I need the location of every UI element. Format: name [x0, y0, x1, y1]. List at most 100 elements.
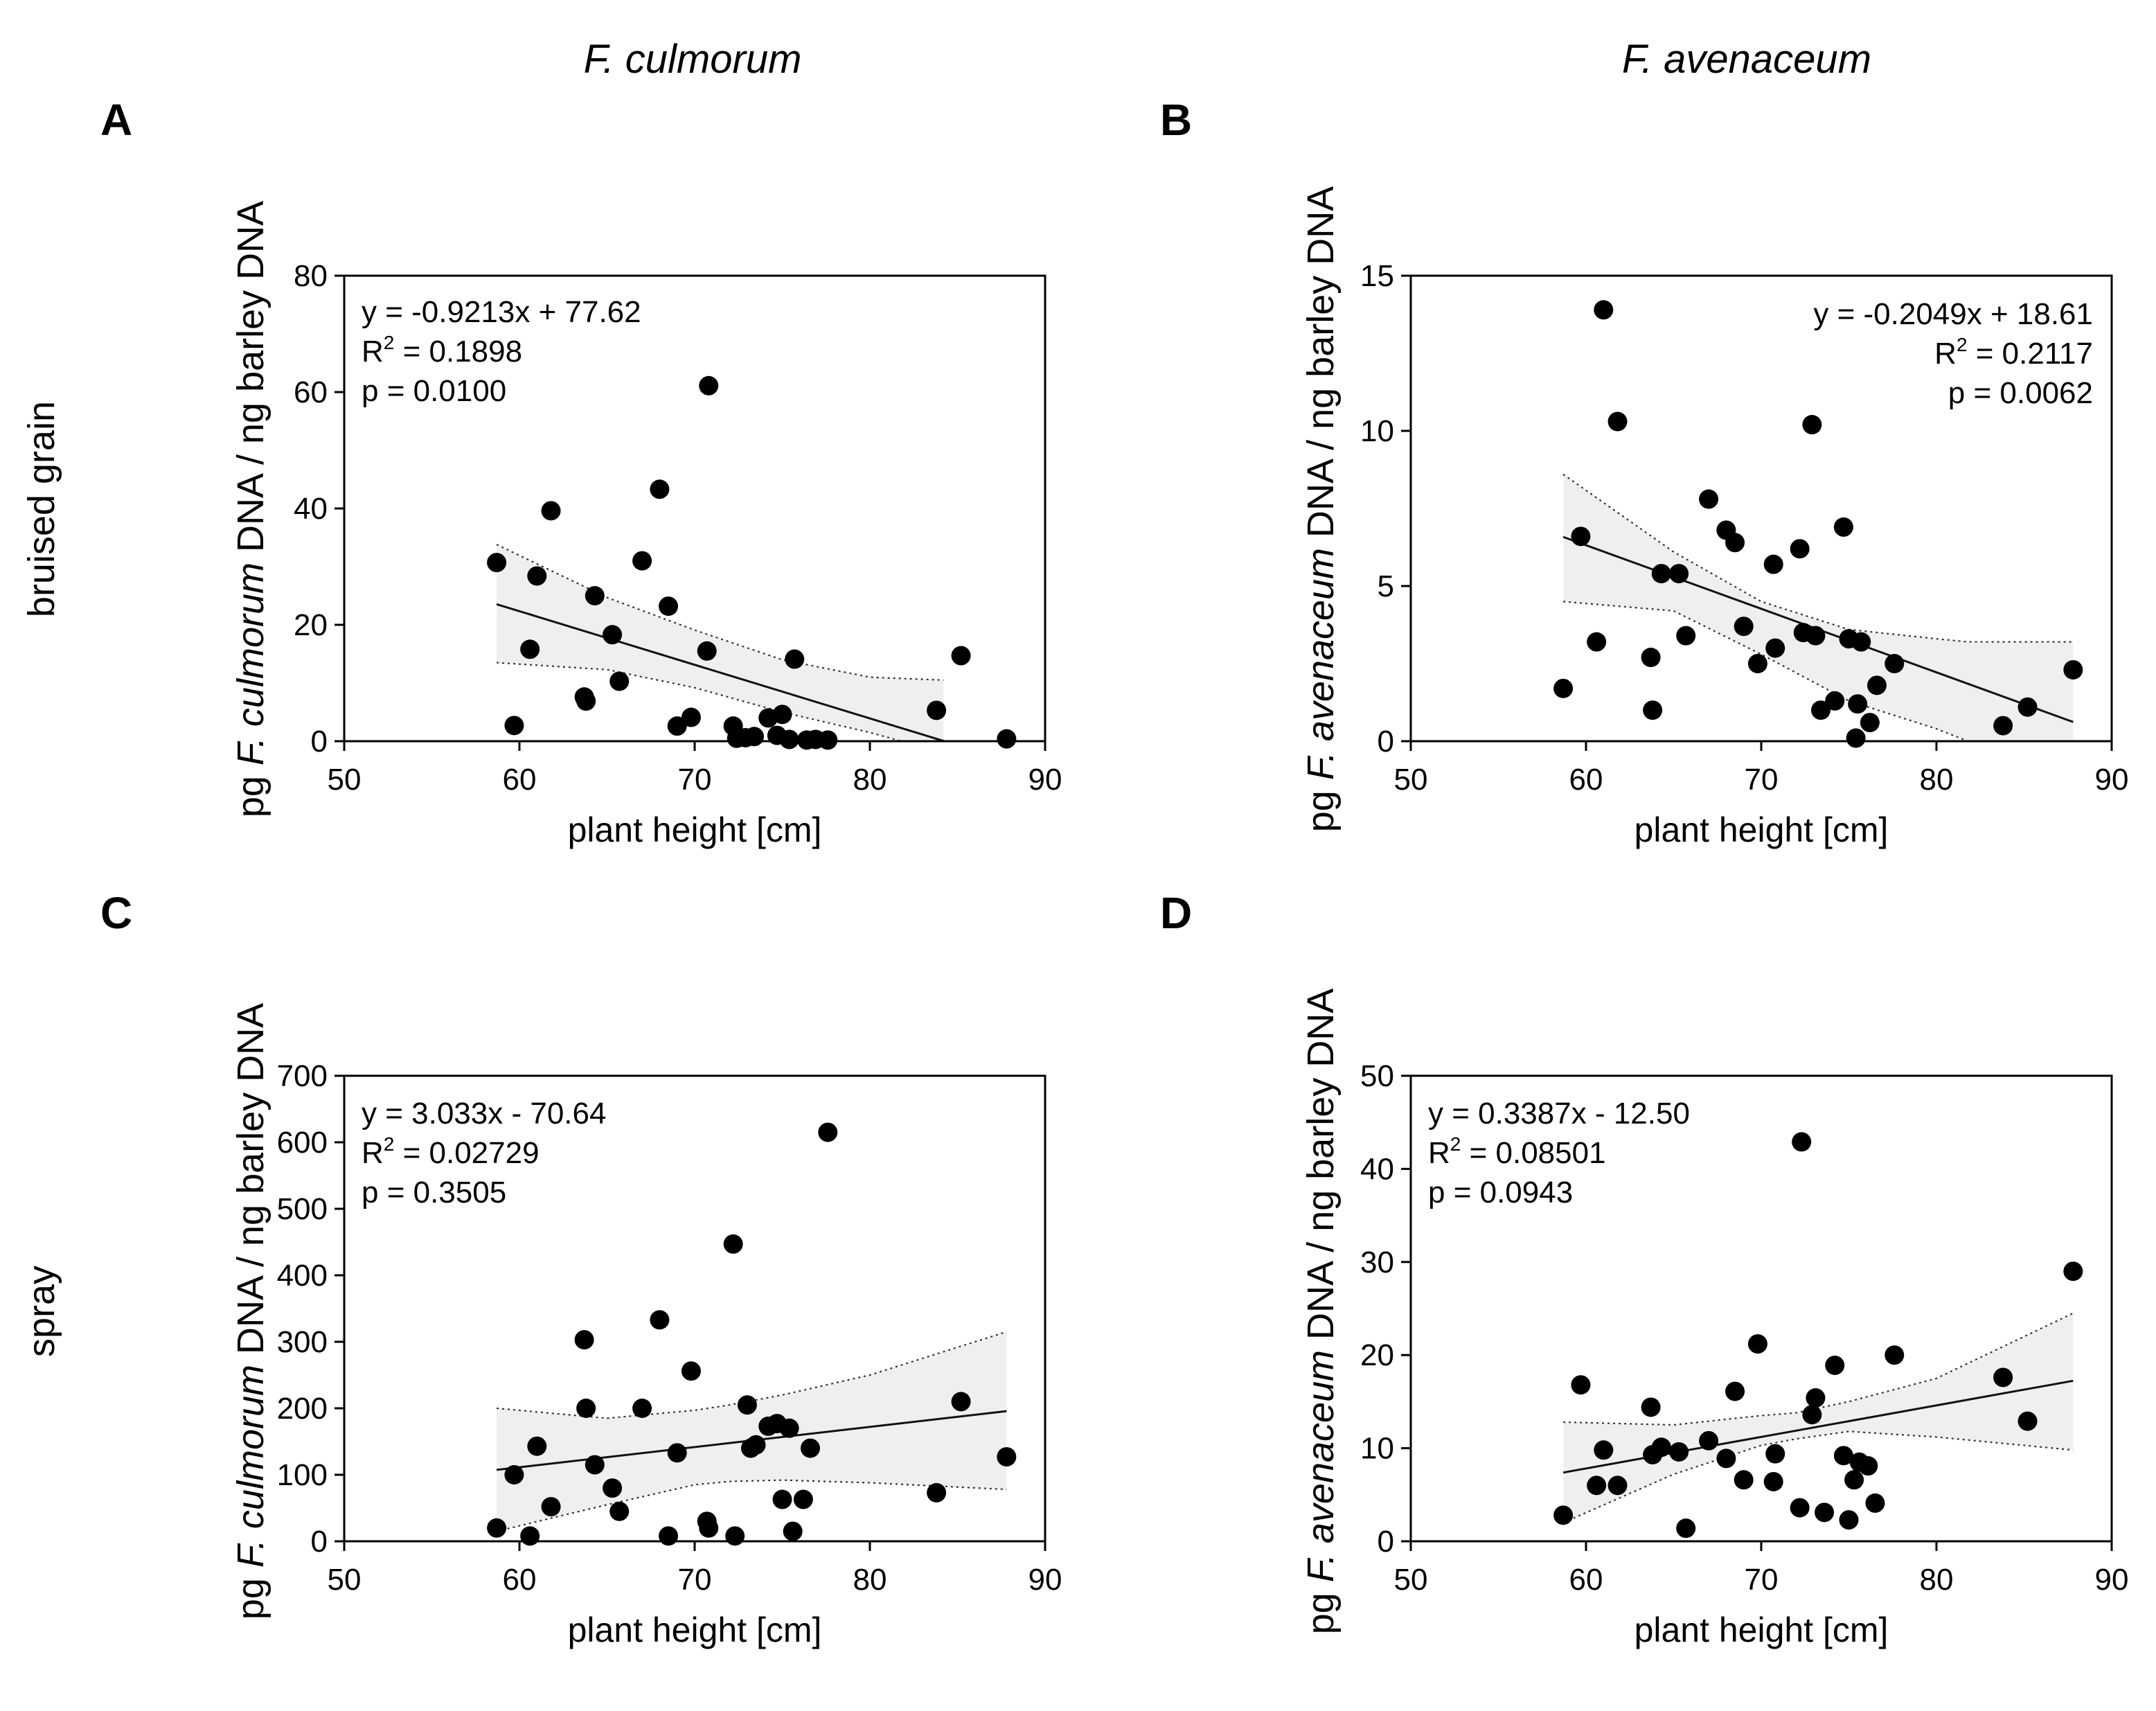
regression-equation: y = -0.2049x + 18.61 — [1813, 297, 2093, 331]
y-tick-label: 10 — [1360, 414, 1394, 448]
x-tick-label: 50 — [328, 1563, 362, 1597]
data-point — [699, 1518, 719, 1538]
y-tick-label: 0 — [1378, 1525, 1394, 1559]
data-point — [1725, 533, 1745, 553]
x-tick-label: 50 — [1394, 763, 1428, 797]
x-tick-label: 60 — [503, 1563, 537, 1597]
panel-letter: B — [1160, 95, 1192, 145]
data-point — [576, 1399, 596, 1418]
p-value: p = 0.0100 — [362, 374, 506, 408]
y-tick-label: 700 — [277, 1059, 328, 1093]
data-point — [650, 1310, 670, 1330]
x-tick-label: 60 — [1569, 1563, 1603, 1597]
data-point — [1763, 1471, 1783, 1491]
data-point — [1699, 1430, 1719, 1451]
ci-upper-line — [496, 544, 944, 681]
r-squared-label: R — [362, 335, 384, 369]
data-point — [1765, 638, 1785, 658]
data-point — [2017, 1411, 2038, 1431]
panel-a: A 0 20 40 60 80 50 60 70 80 90 plant height [cm] pg … — [100, 95, 1062, 849]
data-point — [1594, 1440, 1614, 1460]
data-point — [1571, 1375, 1591, 1395]
panel-letter: D — [1160, 888, 1192, 938]
x-tick-label: 60 — [1569, 763, 1603, 797]
data-point — [800, 1438, 820, 1458]
r-squared-value: = 0.2117 — [1968, 337, 2093, 371]
data-point — [746, 1435, 766, 1455]
data-point — [1860, 713, 1880, 733]
y-axis-label: pg F. avenaceum DNA / ng barley DNA — [1300, 989, 1342, 1635]
confidence-band — [1563, 474, 2074, 741]
regression-equation: y = 3.033x - 70.64 — [362, 1097, 606, 1131]
data-point — [818, 1122, 838, 1142]
data-point — [785, 649, 805, 669]
p-value: p = 0.0943 — [1428, 1176, 1573, 1209]
data-point — [609, 671, 630, 691]
data-point — [1587, 1475, 1607, 1496]
panel-d: D 0 10 20 30 40 50 50 60 70 80 90 plant height [cm] p… — [1160, 888, 2128, 1649]
y-tick-label: 0 — [311, 725, 328, 759]
r-squared-superscript: 2 — [1450, 1133, 1461, 1155]
data-point — [737, 1395, 757, 1415]
y-label-species: F. avenaceum — [1300, 548, 1342, 780]
data-point — [1747, 1334, 1767, 1354]
data-point — [951, 1392, 971, 1412]
y-tick-label: 15 — [1360, 259, 1394, 293]
data-point — [1825, 691, 1845, 711]
x-tick-label: 50 — [1394, 1563, 1428, 1597]
row-title-bruised-grain: bruised grain — [21, 401, 62, 617]
x-tick-label: 70 — [678, 1563, 712, 1597]
y-axis-label: pg F. avenaceum DNA / ng barley DNA — [1300, 186, 1342, 833]
data-point — [1790, 539, 1810, 559]
data-point — [1806, 626, 1826, 646]
r-squared-superscript: 2 — [1957, 334, 1968, 355]
data-point — [609, 1501, 630, 1521]
regression-equation: y = 0.3387x - 12.50 — [1428, 1097, 1690, 1131]
x-tick-label: 80 — [1920, 1563, 1954, 1597]
r-squared: R2 = 0.2117 — [1934, 334, 2093, 371]
p-value: p = 0.3505 — [362, 1176, 506, 1209]
data-point — [1571, 526, 1591, 547]
data-point — [745, 727, 765, 747]
data-point — [1676, 626, 1696, 646]
x-axis-label: plant height [cm] — [568, 1611, 822, 1649]
x-tick-label: 50 — [328, 763, 362, 797]
x-tick-label: 80 — [1920, 763, 1954, 797]
data-point — [725, 1526, 745, 1546]
y-label-species: F. avenaceum — [1300, 1350, 1342, 1582]
data-point — [541, 1497, 561, 1517]
y-tick-label: 0 — [1378, 725, 1394, 759]
x-axis-label: plant height [cm] — [1634, 810, 1889, 849]
regression-equation: y = -0.9213x + 77.62 — [362, 295, 641, 329]
y-label-species: F. culmorum — [230, 1365, 271, 1568]
panel-letter: A — [100, 95, 132, 145]
data-point — [487, 553, 507, 573]
data-point — [772, 1489, 792, 1509]
y-tick-label: 20 — [1360, 1338, 1394, 1372]
data-point — [527, 566, 547, 586]
data-point — [1553, 678, 1574, 698]
data-point — [2063, 659, 2083, 680]
data-point — [1765, 1444, 1785, 1464]
y-label-prefix: pg — [230, 765, 271, 817]
y-tick-label: 40 — [1360, 1152, 1394, 1186]
data-point — [632, 1399, 652, 1418]
data-point — [1858, 1456, 1878, 1476]
r-squared-label: R — [362, 1136, 384, 1170]
y-tick-label: 300 — [277, 1325, 328, 1359]
data-point — [1885, 1345, 1905, 1365]
y-label-prefix: pg — [1300, 1582, 1342, 1634]
row-title-spray: spray — [21, 1266, 62, 1357]
y-label-species: F. culmorum — [230, 562, 271, 765]
data-point — [1725, 1381, 1745, 1401]
x-tick-label: 80 — [853, 763, 887, 797]
data-point — [699, 375, 719, 396]
data-point — [504, 716, 524, 736]
x-tick-label: 70 — [1745, 1563, 1779, 1597]
data-point — [667, 716, 687, 736]
x-tick-label: 60 — [503, 763, 537, 797]
data-point — [603, 1478, 623, 1498]
